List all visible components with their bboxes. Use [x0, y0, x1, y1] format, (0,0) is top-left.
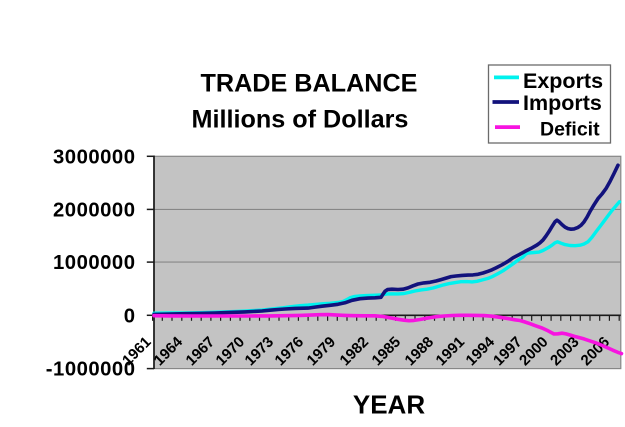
svg-text:0: 0 [124, 305, 136, 327]
svg-text:1000000: 1000000 [53, 252, 135, 274]
svg-text:Imports: Imports [523, 91, 602, 115]
svg-text:Exports: Exports [523, 69, 603, 93]
svg-text:Millions of Dollars: Millions of Dollars [192, 106, 409, 134]
svg-text:3000000: 3000000 [53, 146, 135, 168]
svg-text:Deficit: Deficit [540, 119, 600, 141]
svg-text:1961: 1961 [119, 334, 155, 370]
svg-text:2000000: 2000000 [53, 199, 135, 221]
svg-text:YEAR: YEAR [353, 389, 425, 419]
svg-text:TRADE BALANCE: TRADE BALANCE [201, 70, 418, 98]
svg-text:-1000000: -1000000 [46, 359, 136, 381]
